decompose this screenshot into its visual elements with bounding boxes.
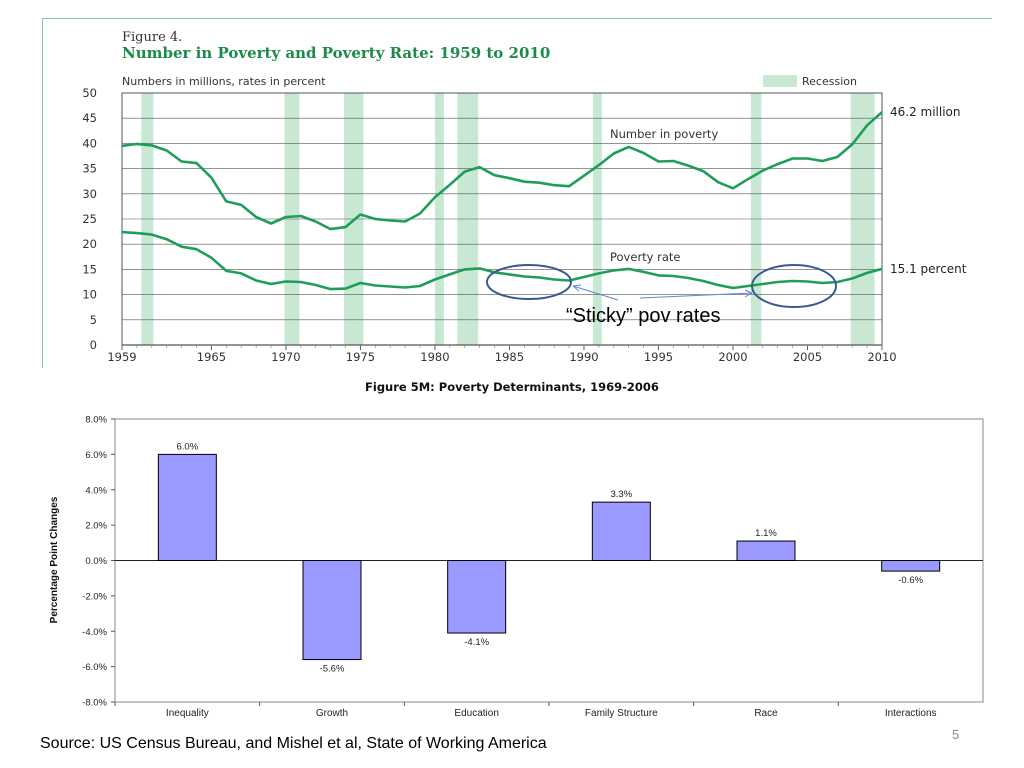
y-tick-label: 30	[82, 187, 97, 201]
bar-education	[447, 560, 507, 634]
bar-value-label: 6.0%	[177, 441, 199, 452]
y-tick-label: 15	[82, 262, 97, 276]
y-tick-label: 5	[90, 313, 97, 327]
y-tick-label: 10	[82, 288, 97, 302]
bar-y-tick-label: 8.0%	[85, 415, 107, 426]
x-tick-label: 1959	[107, 350, 136, 364]
sticky-oval-left	[486, 264, 572, 300]
bar-category-label: Inequality	[166, 708, 209, 719]
sticky-arrow-right	[639, 292, 753, 299]
sticky-annotation: “Sticky” pov rates	[566, 305, 721, 327]
bar-y-axis-label: Percentage Point Changes	[49, 496, 60, 623]
figure4-title: Number in Poverty and Poverty Rate: 1959…	[122, 44, 551, 62]
y-tick-label: 50	[82, 86, 97, 100]
bar-category-label: Race	[754, 708, 778, 719]
bar-value-label: -0.6%	[898, 575, 923, 586]
figure4-units-note: Numbers in millions, rates in percent	[122, 75, 326, 88]
x-tick-label: 1975	[346, 350, 375, 364]
bar-y-tick-label: -2.0%	[82, 591, 107, 602]
y-tick-label: 35	[82, 162, 97, 176]
bar-y-tick-label: -8.0%	[82, 698, 107, 709]
poverty-rate-line	[121, 230, 883, 291]
sticky-arrow-left	[572, 285, 619, 301]
bar-category-label: Interactions	[885, 708, 937, 719]
sticky-arrowhead-right	[744, 289, 753, 298]
plot-frame	[121, 92, 883, 346]
bar-value-label: -5.6%	[320, 664, 345, 675]
bar-value-label: -4.1%	[464, 637, 489, 648]
bar-y-tick-label: -4.0%	[82, 627, 107, 638]
x-tick-label: 1980	[420, 350, 449, 364]
x-tick-label: 1990	[569, 350, 598, 364]
figure4-caption: Figure 4.	[122, 30, 183, 45]
figure5-title: Figure 5M: Poverty Determinants, 1969-20…	[365, 380, 659, 394]
sticky-arrowhead-left	[572, 284, 582, 292]
bar-y-tick-label: -6.0%	[82, 662, 107, 673]
y-tick-label: 25	[82, 212, 97, 226]
x-tick-label: 1970	[271, 350, 300, 364]
recession-legend-label: Recession	[802, 75, 857, 88]
figure4-frame-left	[42, 18, 43, 368]
series-label-number: Number in poverty	[610, 127, 718, 141]
bar-category-label: Education	[454, 708, 498, 719]
x-tick-label: 1965	[197, 350, 226, 364]
bar-race	[736, 540, 796, 562]
x-tick-label: 1995	[644, 350, 673, 364]
bar-category-label: Growth	[316, 708, 348, 719]
source-note: Source: US Census Bureau, and Mishel et …	[40, 735, 547, 752]
figure4-frame-top	[42, 18, 992, 19]
y-tick-label: 45	[82, 111, 97, 125]
page-number: 5	[952, 727, 960, 742]
bar-y-tick-label: 6.0%	[85, 450, 107, 461]
bar-inequality	[157, 453, 217, 561]
poverty-line-chart: Recession 0 5 10 15 20 25 30 35 40 45 50 1959 1965 197…	[82, 75, 967, 364]
series-end-label: 15.1 percent	[890, 262, 967, 276]
series-end-label: 46.2 million	[890, 105, 961, 119]
bar-y-tick-label: 4.0%	[85, 485, 107, 496]
bar-growth	[302, 560, 362, 661]
y-tick-label: 0	[90, 338, 97, 352]
bar-y-tick-label: 0.0%	[85, 556, 107, 567]
bar-family-structure	[591, 501, 651, 562]
sticky-oval-right	[751, 264, 837, 308]
bar-interactions	[881, 560, 941, 572]
bar-value-label: 1.1%	[755, 528, 777, 539]
bar-category-label: Family Structure	[585, 708, 658, 719]
bar-y-tick-label: 2.0%	[85, 521, 107, 532]
x-tick-label: 1985	[495, 350, 524, 364]
series-label-rate: Poverty rate	[610, 250, 681, 264]
y-tick-label: 40	[82, 136, 97, 150]
y-tick-label: 20	[82, 237, 97, 251]
recession-legend-swatch	[763, 75, 797, 87]
number-in-poverty-line	[121, 111, 883, 231]
x-tick-label: 2010	[867, 350, 896, 364]
x-tick-label: 2000	[718, 350, 747, 364]
bar-value-label: 3.3%	[611, 489, 633, 500]
x-tick-label: 2005	[793, 350, 822, 364]
